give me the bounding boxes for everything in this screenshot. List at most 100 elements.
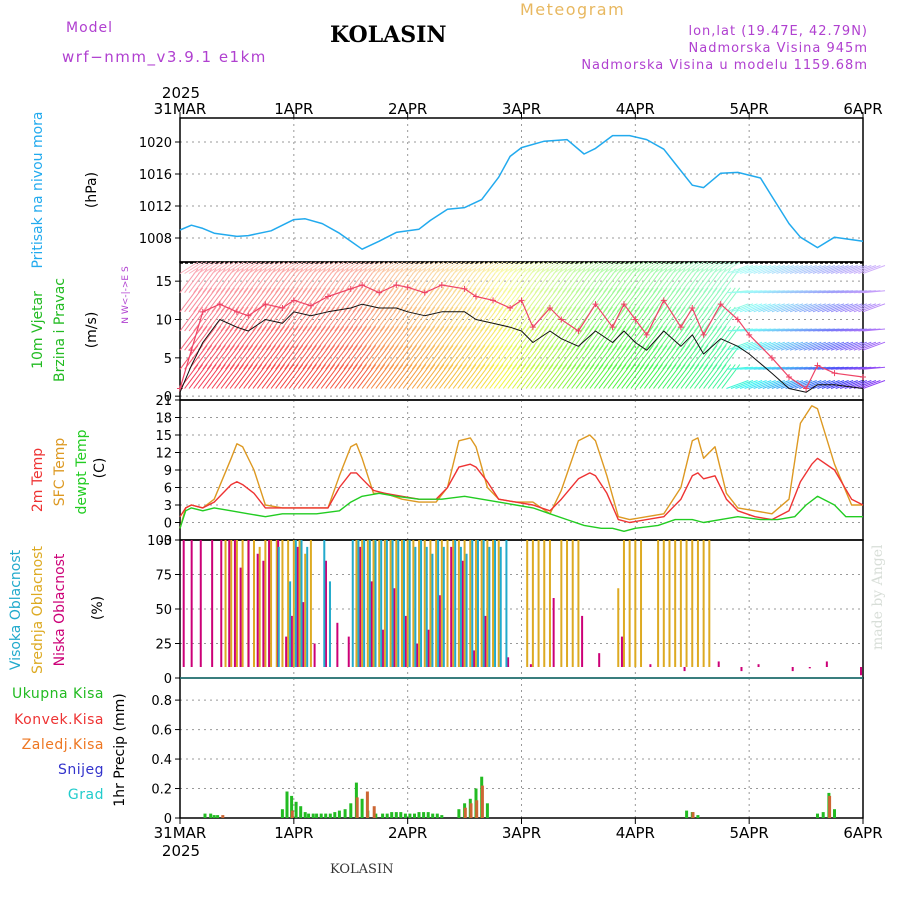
wind-barb: [398, 344, 418, 370]
precip-bar: [203, 813, 207, 818]
wind-barb: [703, 325, 722, 351]
legend-total-rain: Ukupna Kisa: [11, 686, 104, 702]
wind-barb: [639, 325, 659, 351]
temp-line-sfc-temp: [179, 405, 863, 529]
precip-bar: [349, 803, 353, 818]
wind-barb: [753, 341, 776, 351]
wind-barb: [420, 325, 440, 351]
temp-line-2m-temp: [179, 457, 864, 524]
wind-barb: [598, 261, 618, 274]
wind-barb: [730, 265, 754, 274]
wind-barb: [539, 325, 559, 351]
wind-barb: [516, 287, 536, 313]
wind-barb: [348, 325, 367, 351]
wind-barb: [489, 287, 509, 313]
wind-barb: [334, 306, 354, 332]
wind-barb: [539, 364, 559, 389]
wind-barb: [434, 261, 454, 274]
wind-barb: [726, 303, 749, 313]
wind-barb: [534, 261, 554, 274]
wind-barb: [530, 261, 549, 274]
wind-barb: [776, 341, 799, 351]
wind-barb: [243, 261, 262, 274]
wind-barb: [325, 364, 345, 389]
y-tick-label-precip: 0.6: [151, 724, 172, 739]
wind-barb: [548, 306, 568, 332]
wind-barb: [229, 344, 249, 370]
wind-barb: [726, 265, 749, 274]
wind-barb: [675, 325, 695, 351]
wind-barb: [493, 325, 513, 351]
wind-gust-marker: [831, 370, 838, 377]
wind-barb: [521, 364, 540, 389]
meteogram-title: Meteogram: [520, 0, 626, 19]
precip-bar: [480, 785, 484, 818]
precip-bar: [385, 813, 389, 818]
wind-barb: [348, 261, 367, 274]
y-tick-label-precip: 0.2: [151, 783, 172, 798]
wind-barb: [644, 287, 663, 313]
wind-gust-marker: [529, 324, 536, 331]
wind-barb: [461, 364, 481, 389]
wind-barb: [256, 325, 276, 351]
wind-barb: [184, 364, 204, 389]
wind-barb: [238, 287, 258, 313]
wind-barb: [266, 261, 285, 274]
wind-barb: [543, 364, 563, 389]
precip-bar: [413, 813, 416, 818]
wind-barb: [320, 344, 340, 370]
wind-barb: [635, 261, 654, 274]
wind-barb: [603, 344, 622, 370]
wind-barb: [735, 341, 758, 351]
wind-barb: [698, 287, 718, 313]
wind-barb: [543, 306, 563, 332]
wind-barb: [252, 306, 272, 332]
wind-ylabel-2: Brzina i Pravac: [52, 278, 68, 382]
wind-barb: [862, 380, 886, 389]
wind-barb: [179, 287, 199, 313]
wind-barb: [657, 261, 677, 274]
wind-barb: [302, 364, 322, 389]
precip-bar: [303, 812, 307, 818]
wind-barb: [680, 261, 700, 274]
wind-barb: [402, 344, 422, 370]
wind-barb: [179, 325, 199, 351]
wind-barb: [844, 341, 867, 351]
wind-barb: [225, 344, 244, 370]
wind-barb: [361, 261, 381, 274]
precip-bar: [216, 815, 220, 818]
wind-barb: [726, 380, 749, 389]
wind-barb: [685, 364, 704, 389]
wind-barb: [630, 261, 650, 274]
wind-barb: [379, 364, 399, 389]
wind-barb: [407, 325, 427, 351]
wind-barb: [188, 261, 208, 274]
precip-bar: [209, 813, 213, 818]
wind-barb: [480, 325, 499, 351]
wind-barb: [184, 261, 203, 274]
wind-barb: [370, 306, 390, 332]
wind-barb: [384, 261, 404, 274]
wind-barb: [252, 287, 272, 313]
wind-barb: [630, 287, 650, 313]
wind-barb: [302, 306, 322, 332]
precip-bar: [355, 797, 359, 818]
precip-bar: [816, 813, 819, 818]
station-title: KOLASIN: [330, 22, 447, 48]
wind-barb: [562, 261, 581, 274]
wind-barb: [662, 306, 682, 332]
wind-barb: [621, 306, 641, 332]
wind-barb: [352, 306, 372, 332]
wind-barb: [361, 306, 381, 332]
wind-barb: [767, 303, 790, 313]
wind-barb: [197, 287, 217, 313]
wind-barb: [398, 325, 418, 351]
wind-barb: [193, 325, 213, 351]
wind-barb: [480, 364, 499, 389]
wind-barb: [821, 265, 845, 274]
wind-barb: [835, 380, 858, 389]
wind-barb: [767, 380, 790, 389]
wind-barb: [534, 306, 554, 332]
wind-barb: [475, 287, 495, 313]
wind-barb: [261, 261, 281, 274]
